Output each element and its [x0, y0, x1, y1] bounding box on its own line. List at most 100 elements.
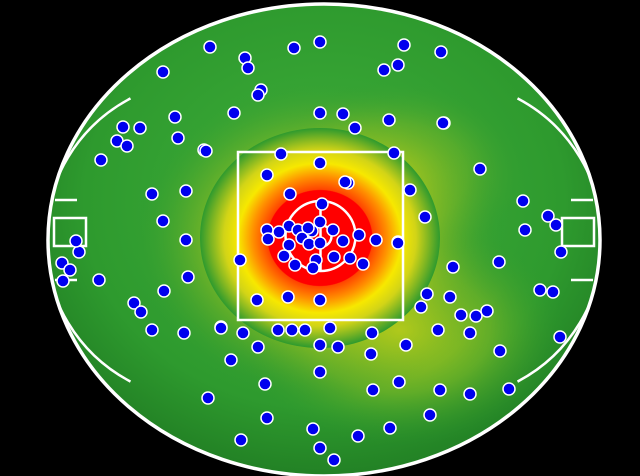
event-point[interactable]	[298, 323, 312, 337]
event-point[interactable]	[369, 233, 383, 247]
event-point[interactable]	[377, 63, 391, 77]
event-point[interactable]	[364, 347, 378, 361]
event-point[interactable]	[433, 383, 447, 397]
event-point[interactable]	[272, 225, 286, 239]
event-point[interactable]	[391, 236, 405, 250]
event-point[interactable]	[352, 228, 366, 242]
event-point[interactable]	[277, 249, 291, 263]
event-point[interactable]	[313, 215, 327, 229]
event-point[interactable]	[463, 326, 477, 340]
event-point[interactable]	[387, 146, 401, 160]
event-point[interactable]	[201, 391, 215, 405]
event-point[interactable]	[348, 121, 362, 135]
event-point[interactable]	[326, 223, 340, 237]
event-point[interactable]	[306, 422, 320, 436]
event-point[interactable]	[480, 304, 494, 318]
event-point[interactable]	[454, 308, 468, 322]
event-point[interactable]	[56, 274, 70, 288]
event-point[interactable]	[343, 251, 357, 265]
event-point[interactable]	[199, 144, 213, 158]
event-point[interactable]	[233, 253, 247, 267]
event-point[interactable]	[285, 323, 299, 337]
event-point[interactable]	[420, 287, 434, 301]
event-point[interactable]	[323, 321, 337, 335]
event-point[interactable]	[72, 245, 86, 259]
event-point[interactable]	[214, 321, 228, 335]
event-point[interactable]	[120, 139, 134, 153]
event-point[interactable]	[356, 257, 370, 271]
event-point[interactable]	[327, 453, 341, 467]
event-point[interactable]	[203, 40, 217, 54]
event-point[interactable]	[306, 261, 320, 275]
event-point[interactable]	[313, 106, 327, 120]
event-point[interactable]	[282, 238, 296, 252]
event-point[interactable]	[301, 221, 315, 235]
event-point[interactable]	[414, 300, 428, 314]
event-point[interactable]	[227, 106, 241, 120]
event-point[interactable]	[251, 88, 265, 102]
event-point[interactable]	[327, 250, 341, 264]
event-point[interactable]	[331, 340, 345, 354]
event-point[interactable]	[156, 65, 170, 79]
event-point[interactable]	[288, 258, 302, 272]
event-point[interactable]	[116, 120, 130, 134]
event-point[interactable]	[251, 340, 265, 354]
event-point[interactable]	[287, 41, 301, 55]
event-point[interactable]	[382, 113, 396, 127]
event-point[interactable]	[436, 116, 450, 130]
event-point[interactable]	[397, 38, 411, 52]
event-point[interactable]	[250, 293, 264, 307]
event-point[interactable]	[274, 147, 288, 161]
event-point[interactable]	[134, 305, 148, 319]
event-point[interactable]	[399, 338, 413, 352]
event-point[interactable]	[403, 183, 417, 197]
event-point[interactable]	[418, 210, 432, 224]
event-point[interactable]	[260, 168, 274, 182]
event-point[interactable]	[313, 293, 327, 307]
event-point[interactable]	[179, 184, 193, 198]
event-point[interactable]	[133, 121, 147, 135]
event-point[interactable]	[336, 107, 350, 121]
event-point[interactable]	[236, 326, 250, 340]
event-point[interactable]	[313, 338, 327, 352]
event-point[interactable]	[127, 296, 141, 310]
event-point[interactable]	[261, 232, 275, 246]
event-point[interactable]	[281, 290, 295, 304]
event-point[interactable]	[553, 330, 567, 344]
event-point[interactable]	[92, 273, 106, 287]
event-point[interactable]	[383, 421, 397, 435]
event-point[interactable]	[171, 131, 185, 145]
event-point[interactable]	[313, 236, 327, 250]
event-point[interactable]	[541, 209, 555, 223]
event-point[interactable]	[94, 153, 108, 167]
event-point[interactable]	[351, 429, 365, 443]
event-point[interactable]	[431, 323, 445, 337]
event-point[interactable]	[283, 187, 297, 201]
event-point[interactable]	[258, 377, 272, 391]
event-point[interactable]	[157, 284, 171, 298]
event-point[interactable]	[313, 365, 327, 379]
event-point[interactable]	[271, 323, 285, 337]
event-point[interactable]	[313, 156, 327, 170]
event-point[interactable]	[302, 237, 316, 251]
event-point[interactable]	[168, 110, 182, 124]
event-point[interactable]	[493, 344, 507, 358]
event-point[interactable]	[492, 255, 506, 269]
event-point[interactable]	[533, 283, 547, 297]
event-point[interactable]	[63, 263, 77, 277]
event-point[interactable]	[366, 383, 380, 397]
event-point[interactable]	[423, 408, 437, 422]
event-point[interactable]	[260, 411, 274, 425]
event-point[interactable]	[179, 233, 193, 247]
event-point[interactable]	[234, 433, 248, 447]
event-point[interactable]	[224, 353, 238, 367]
event-point[interactable]	[336, 234, 350, 248]
event-point[interactable]	[391, 58, 405, 72]
event-point[interactable]	[549, 218, 563, 232]
event-point[interactable]	[315, 197, 329, 211]
event-point[interactable]	[145, 323, 159, 337]
event-point[interactable]	[338, 175, 352, 189]
event-point[interactable]	[502, 382, 516, 396]
event-point[interactable]	[546, 285, 560, 299]
event-point[interactable]	[313, 35, 327, 49]
